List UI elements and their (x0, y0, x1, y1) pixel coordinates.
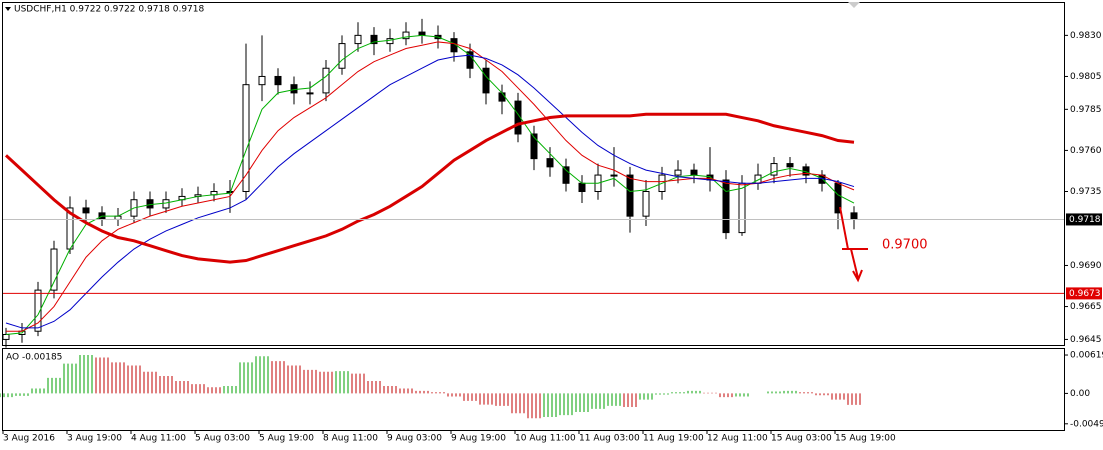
x-tick-label: 5 Aug 19:00 (259, 434, 314, 444)
y-tick-label: 0.9830 (1070, 31, 1102, 41)
x-tick-label: 9 Aug 19:00 (451, 434, 506, 444)
y-tick-label: 0.9690 (1070, 261, 1102, 271)
candle-body (354, 34, 362, 45)
ao-title: AO -0.00185 (6, 353, 62, 363)
candle-body (626, 174, 634, 217)
x-tick-label: 11 Aug 03:00 (579, 434, 640, 444)
x-tick-label: 15 Aug 19:00 (835, 434, 896, 444)
moving-average (4, 112, 855, 264)
annotation-label: 0.9700 (882, 238, 928, 253)
x-tick-label: 4 Aug 11:00 (131, 434, 186, 444)
candle-body (338, 43, 346, 69)
y-tick-label: 0.9805 (1070, 72, 1102, 82)
candle-body (274, 75, 282, 86)
candle-body (306, 92, 314, 95)
candle-body (466, 51, 474, 69)
candle-body (386, 38, 394, 45)
annotation-arrow (839, 206, 868, 283)
last-price-box (1066, 213, 1102, 226)
candle-body (674, 169, 682, 176)
scroll-marker (848, 2, 860, 8)
candle-body (258, 75, 266, 86)
candle-body (690, 169, 698, 176)
candle-body (642, 191, 650, 217)
y-tick-label: 0.9760 (1070, 146, 1102, 156)
y-tick-label: 0.9785 (1070, 105, 1102, 115)
x-tick-label: 3 Aug 19:00 (67, 434, 122, 444)
candle-body (786, 163, 794, 168)
candle-body (482, 67, 490, 94)
candle-body (530, 133, 538, 160)
x-tick-label: 8 Aug 11:00 (323, 434, 378, 444)
candle-body (146, 199, 154, 209)
candle-body (242, 84, 250, 193)
price-title: USDCHF,H1 0.9722 0.9722 0.9718 0.9718 (14, 5, 204, 15)
moving-average (6, 41, 855, 332)
candle-body (770, 163, 778, 176)
y-tick-label: 0.9665 (1070, 302, 1102, 312)
y-tick-label: -0.0049 (1070, 419, 1103, 429)
y-tick-label: 0.00 (1070, 389, 1090, 399)
candle-body (514, 100, 522, 135)
level-label: 0.9673 (1069, 289, 1101, 299)
candle-body (34, 289, 42, 332)
candle-body (498, 92, 506, 102)
candle-body (2, 333, 10, 340)
x-tick-label: 5 Aug 03:00 (195, 434, 250, 444)
x-tick-label: 12 Aug 11:00 (707, 434, 768, 444)
price-pane (2, 2, 1065, 346)
candle-body (610, 174, 618, 177)
candle-body (370, 34, 378, 45)
y-tick-label: 0.9735 (1070, 187, 1102, 197)
x-tick-label: 15 Aug 03:00 (771, 434, 832, 444)
y-tick-label: 0.00619 (1070, 351, 1103, 361)
x-tick-label: 10 Aug 11:00 (515, 434, 576, 444)
ao-pane (2, 348, 1065, 431)
candle-body (546, 158, 554, 168)
candle-body (578, 182, 586, 193)
level-box (1066, 287, 1102, 300)
candle-body (562, 166, 570, 184)
menu-arrow (5, 7, 11, 11)
x-tick-label: 11 Aug 19:00 (643, 434, 704, 444)
candle-body (850, 212, 858, 220)
candle-body (402, 31, 410, 40)
candle-body (738, 182, 746, 234)
last-price-label: 0.9718 (1069, 215, 1101, 225)
x-tick-label: 9 Aug 03:00 (387, 434, 442, 444)
candle-body (162, 199, 170, 209)
candle-body (290, 84, 298, 94)
moving-average (5, 54, 855, 329)
candle-body (322, 67, 330, 94)
candle-body (82, 207, 90, 214)
x-tick-label: 3 Aug 2016 (3, 434, 55, 444)
candle-body (50, 248, 58, 291)
candle-body (722, 179, 730, 234)
y-tick-label: 0.9645 (1070, 335, 1102, 345)
